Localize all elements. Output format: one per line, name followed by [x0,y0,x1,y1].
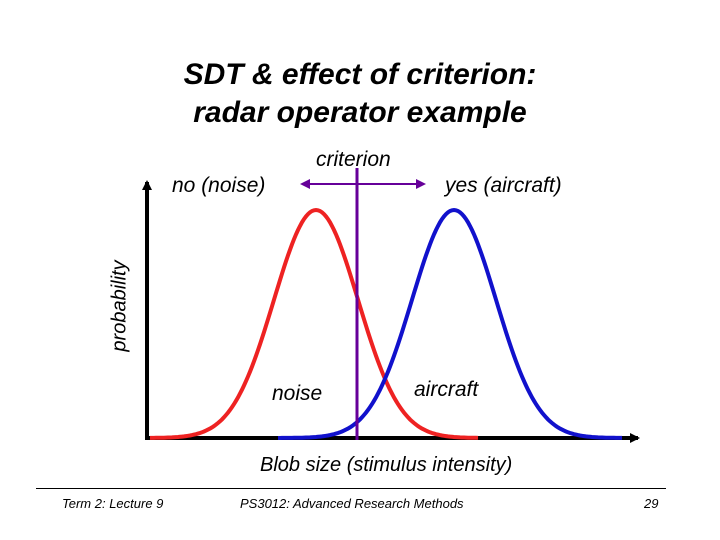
footer-left: Term 2: Lecture 9 [62,496,164,511]
x-axis-label: Blob size (stimulus intensity) [260,454,513,476]
label-aircraft: aircraft [414,378,479,401]
title-line-1: SDT & effect of criterion: [183,58,537,91]
footer-divider [36,488,666,489]
label-noise: noise [272,382,323,405]
footer-center: PS3012: Advanced Research Methods [240,496,464,511]
y-axis-label: probability [108,260,131,352]
title-line-2: radar operator example [193,96,527,129]
noise-distribution-curve [150,207,479,440]
label-no-noise: no (noise) [172,174,266,197]
aircraft-distribution-curve [278,207,622,440]
label-criterion: criterion [316,148,391,171]
label-yes-aircraft: yes (aircraft) [445,174,562,197]
slide-title: SDT & effect of criterion: radar operato… [0,56,720,132]
page-number: 29 [644,496,659,511]
